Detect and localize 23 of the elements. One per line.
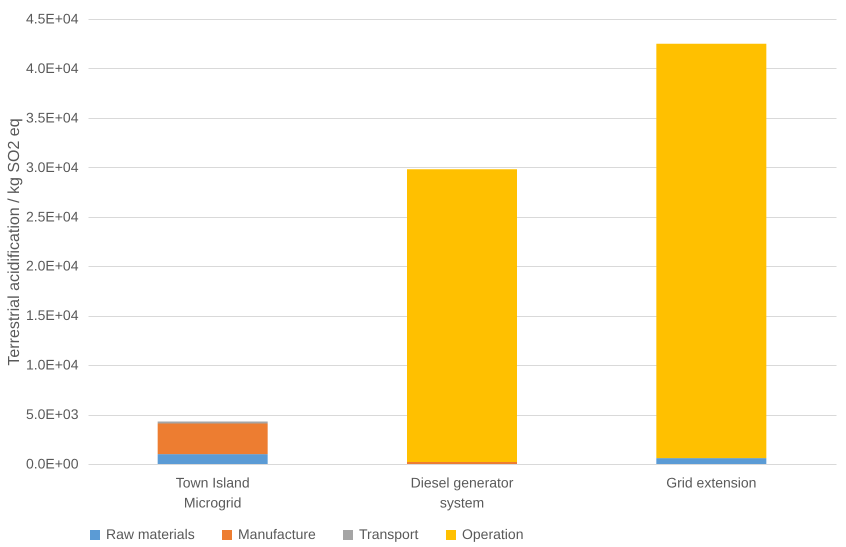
y-axis-title: Terrestrial acidification / kg SO2 eq <box>6 118 23 366</box>
bar <box>656 458 766 464</box>
y-tick-label: 5.0E+03 <box>26 406 79 422</box>
legend-label: Operation <box>462 526 524 542</box>
y-tick-label: 3.5E+04 <box>26 109 79 126</box>
legend-label: Manufacture <box>238 526 316 542</box>
y-tick-label: 4.5E+04 <box>26 10 79 26</box>
y-tick-label: 2.0E+04 <box>26 258 79 274</box>
y-tick-label: 4.0E+04 <box>26 60 79 76</box>
bar <box>158 423 268 454</box>
legend-label: Transport <box>359 526 418 542</box>
y-tick-label: 1.5E+04 <box>26 307 79 324</box>
bar <box>158 454 268 464</box>
y-tick-label: 0.0E+00 <box>26 456 79 472</box>
y-tick-label: 2.5E+04 <box>26 208 79 224</box>
legend-label: Raw materials <box>106 526 195 542</box>
y-tick-label: 3.0E+04 <box>26 158 79 175</box>
y-tick-label: 1.0E+04 <box>26 356 79 373</box>
x-tick-label: Grid extension <box>666 474 756 490</box>
x-tick-label: Town Island Microgrid <box>176 474 250 510</box>
bar <box>656 44 766 458</box>
bar <box>407 169 517 462</box>
x-tick-label: Diesel generator system <box>410 474 514 510</box>
